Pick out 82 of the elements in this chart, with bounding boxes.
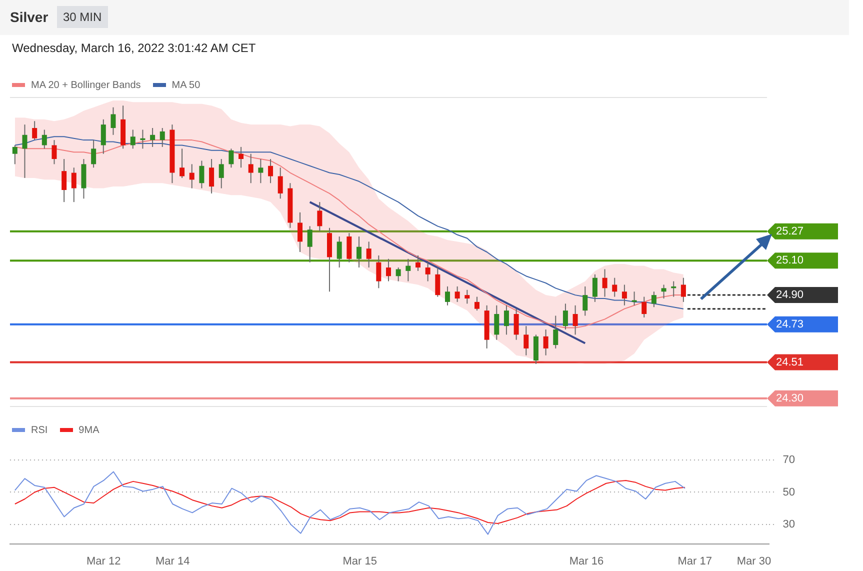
- x-tick-label: Mar 15: [342, 555, 377, 568]
- candlestick: [425, 262, 430, 282]
- y-tick-label: 30: [782, 518, 796, 530]
- candlestick: [42, 129, 47, 150]
- ref-line-label: 24.90: [776, 289, 804, 302]
- x-tick-label: Mar 12: [86, 555, 121, 568]
- candlestick: [71, 167, 76, 203]
- candlestick: [514, 308, 519, 340]
- ref-line-label: 25.10: [776, 254, 804, 267]
- candlestick: [52, 140, 57, 165]
- candlestick: [435, 267, 440, 298]
- x-tick-label: Mar 30: [736, 555, 772, 568]
- candlestick: [346, 232, 352, 263]
- candlestick: [22, 124, 28, 178]
- candlestick: [444, 286, 450, 306]
- candlestick: [180, 148, 185, 178]
- candlestick: [218, 158, 224, 189]
- candlestick: [386, 258, 391, 282]
- candlestick: [307, 226, 312, 263]
- candlestick: [612, 277, 618, 298]
- candlestick: [356, 236, 362, 268]
- ref-line-label: 24.51: [776, 356, 804, 368]
- candlestick: [160, 128, 165, 148]
- candlestick: [582, 286, 588, 316]
- candlestick: [199, 160, 204, 189]
- ref-line-label: 24.30: [776, 392, 804, 404]
- legend-label: MA 50: [172, 80, 200, 91]
- y-tick-label: 50: [782, 486, 796, 498]
- legend-label: 9MA: [78, 425, 100, 436]
- candlestick: [248, 153, 254, 184]
- candlestick: [12, 144, 18, 165]
- candlestick: [100, 118, 106, 154]
- candlestick: [228, 148, 234, 168]
- candlestick: [130, 129, 136, 150]
- text: 30 MIN: [57, 6, 108, 28]
- candlestick: [396, 267, 401, 282]
- candlestick: [464, 289, 470, 304]
- candlestick: [572, 304, 578, 336]
- candlestick: [406, 258, 411, 282]
- candlestick: [298, 212, 303, 252]
- x-tick-label: Mar 17: [678, 555, 712, 568]
- candlestick: [278, 167, 283, 200]
- chart-title: Silver: [10, 9, 48, 25]
- candlestick: [454, 286, 460, 302]
- x-tick-label: Mar 14: [155, 555, 190, 568]
- candlestick: [376, 254, 382, 289]
- candlestick: [238, 146, 244, 168]
- candlestick: [553, 315, 558, 349]
- candlestick: [680, 277, 686, 302]
- candlestick: [62, 158, 67, 203]
- candlestick: [474, 296, 480, 312]
- x-tick-label: Mar 16: [569, 555, 604, 568]
- candlestick: [651, 291, 656, 308]
- legend-label: RSI: [31, 425, 48, 436]
- candlestick: [642, 296, 647, 318]
- candlestick: [543, 329, 548, 356]
- candlestick: [317, 202, 322, 232]
- chart-subtitle: Wednesday, March 16, 2022 3:01:42 AM CET: [12, 41, 256, 55]
- candlestick: [150, 128, 156, 148]
- candlestick: [622, 284, 627, 306]
- candlestick: [632, 291, 637, 306]
- candlestick: [524, 326, 529, 356]
- legend-label: MA 20 + Bollinger Bands: [31, 80, 141, 91]
- candlestick: [209, 158, 214, 194]
- candlestick: [91, 140, 96, 168]
- candlestick: [258, 158, 264, 184]
- candlestick: [32, 120, 38, 141]
- candlestick: [562, 303, 568, 330]
- y-tick-label: 70: [782, 454, 796, 466]
- candlestick: [602, 268, 608, 298]
- candlestick: [592, 274, 598, 302]
- candlestick: [336, 236, 342, 268]
- candlestick: [661, 284, 666, 299]
- candlestick: [415, 254, 420, 272]
- candlestick: [268, 158, 274, 184]
- candlestick: [189, 164, 194, 189]
- candlestick: [504, 304, 509, 336]
- candlestick: [366, 241, 372, 268]
- ref-line-label: 24.73: [776, 318, 804, 330]
- ref-line-label: 25.27: [776, 225, 804, 238]
- candlestick: [110, 106, 116, 136]
- candlestick: [494, 304, 500, 340]
